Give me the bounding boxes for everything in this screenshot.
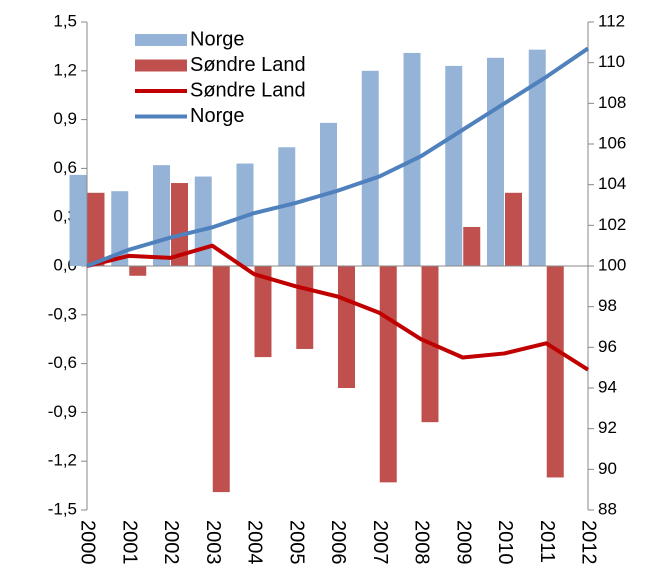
y-tick-label: 1,2 xyxy=(53,60,77,79)
y-tick-label: -0,3 xyxy=(48,304,77,323)
y2-tick-label: 102 xyxy=(598,215,626,234)
y-tick-label: -1,5 xyxy=(48,499,77,518)
y2-tick-label: 90 xyxy=(598,459,617,478)
y2-tick-label: 112 xyxy=(598,11,625,30)
y2-tick-label: 94 xyxy=(598,377,617,396)
bar xyxy=(463,226,481,266)
bar xyxy=(129,266,147,276)
y-tick-label: -0,9 xyxy=(48,402,77,421)
y-tick-label: 0,6 xyxy=(53,158,77,177)
bar xyxy=(254,266,272,358)
y2-tick-label: 100 xyxy=(598,255,626,274)
line xyxy=(86,243,590,372)
legend-label: Norge xyxy=(190,105,244,127)
y-tick-label: 0,9 xyxy=(53,109,77,128)
bar xyxy=(505,192,522,266)
bar xyxy=(546,266,564,478)
y-tick-label: -1,2 xyxy=(48,451,77,470)
x-tick-label: 2007 xyxy=(369,520,391,565)
bar xyxy=(361,70,379,266)
bar xyxy=(445,65,463,266)
bar xyxy=(379,266,397,483)
y2-tick-label: 92 xyxy=(598,418,617,437)
y2-tick-label: 96 xyxy=(598,337,617,356)
legend-label: Norge xyxy=(190,28,244,50)
y2-tick-label: 104 xyxy=(598,174,626,193)
bar xyxy=(171,183,188,266)
x-tick-label: 2006 xyxy=(327,520,349,565)
legend-label: Søndre Land xyxy=(190,79,306,101)
y2-tick-label: 98 xyxy=(598,296,617,315)
x-tick-label: 2011 xyxy=(536,520,558,563)
bar xyxy=(212,266,230,493)
x-tick-label: 2005 xyxy=(285,520,307,565)
x-tick-label: 2008 xyxy=(411,520,433,565)
y-tick-label: -0,6 xyxy=(48,353,77,372)
y2-tick-label: 106 xyxy=(598,133,626,152)
x-tick-label: 2002 xyxy=(160,520,182,565)
bar xyxy=(296,266,314,349)
bar xyxy=(87,192,105,266)
x-tick-label: 2009 xyxy=(452,520,474,565)
bar xyxy=(69,174,87,266)
y2-tick-label: 88 xyxy=(598,499,617,518)
x-tick-label: 2004 xyxy=(244,520,266,565)
bar xyxy=(111,191,129,266)
bar xyxy=(194,176,212,266)
y2-tick-label: 108 xyxy=(598,93,626,112)
x-tick-label: 2012 xyxy=(578,520,600,565)
x-tick-label: 2003 xyxy=(202,520,224,565)
y2-tick-label: 110 xyxy=(598,52,625,71)
line xyxy=(86,46,590,268)
bar xyxy=(153,165,170,266)
y-tick-label: 1,5 xyxy=(53,11,77,30)
x-tick-label: 2001 xyxy=(118,520,140,565)
bar xyxy=(487,57,504,266)
x-tick-label: 2010 xyxy=(494,520,516,565)
legend-swatch xyxy=(135,59,187,72)
bar xyxy=(338,266,355,388)
bar xyxy=(528,49,546,266)
legend-label: Søndre Land xyxy=(190,54,306,76)
x-tick-label: 2000 xyxy=(77,520,99,565)
legend-swatch xyxy=(135,34,187,46)
